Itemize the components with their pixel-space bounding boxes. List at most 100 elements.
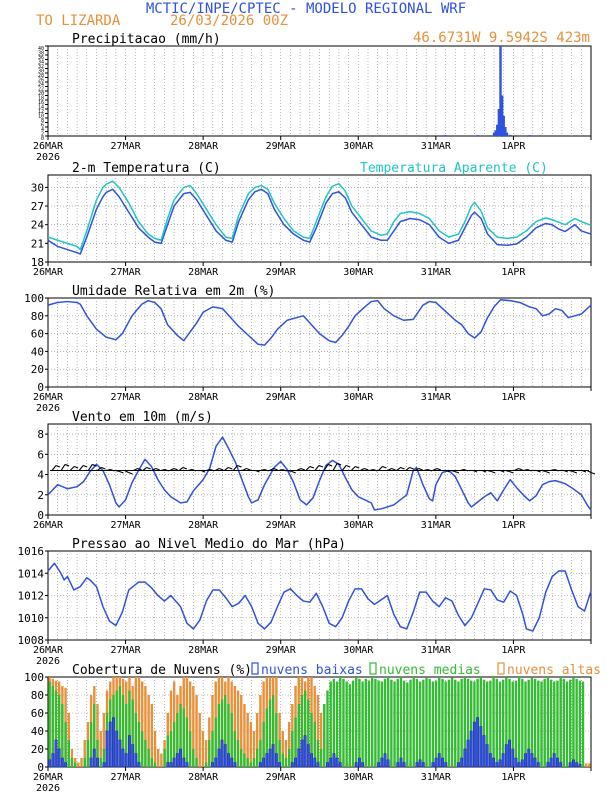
precip-ytick-label: 22 — [38, 87, 44, 93]
precip-ytick-label: 20 — [38, 91, 44, 97]
pressure-ytick-label: 1010 — [18, 612, 45, 625]
wind-barb — [223, 467, 229, 471]
cloud-bar-mid — [556, 680, 559, 767]
cloud-bar-mid — [243, 753, 246, 767]
cloud-bar-low — [556, 757, 559, 768]
cloud-bar-mid — [265, 708, 268, 767]
cloud-bar-mid — [141, 731, 144, 767]
rh-xtick-label: 30MAR — [343, 392, 374, 403]
clouds-ytick-label: 100 — [24, 671, 44, 684]
wind-barb — [232, 465, 238, 471]
wind-barb-flag — [509, 471, 514, 474]
wind-barb-flag — [219, 467, 224, 471]
wind-ytick-label: 4 — [37, 469, 44, 482]
wind-barb-flag — [445, 469, 451, 473]
cloud-bar-mid — [377, 680, 380, 767]
cloud-bar-low — [492, 757, 496, 768]
wind-barb — [242, 467, 247, 472]
cloud-bar-high — [80, 758, 83, 767]
cloud-bar-mid — [227, 704, 230, 767]
cloud-bar-mid — [128, 690, 131, 767]
pressure-ytick-label: 1014 — [18, 567, 45, 580]
precip-xtick-label: 26MAR — [33, 141, 64, 152]
wind-barb — [550, 468, 555, 472]
rh-series-blue — [47, 299, 592, 346]
wind-barb — [78, 465, 84, 471]
cloud-bar-mid — [339, 677, 342, 767]
cloud-bar-mid — [48, 681, 51, 767]
wind-barb — [151, 467, 156, 472]
wind-barb-flag — [101, 466, 106, 470]
pressure-series-blue — [47, 562, 592, 632]
wind-barb-flag — [581, 469, 587, 473]
wind-barb-flag — [209, 468, 215, 472]
cloud-bar-mid — [96, 740, 99, 767]
cloud-bar-low — [332, 753, 336, 768]
rh-ytick-label: 100 — [24, 292, 44, 305]
wind-barb — [305, 466, 311, 471]
temp-ytick-label: 30 — [31, 181, 44, 194]
pressure-xtick-label: 30MAR — [343, 645, 374, 656]
wind-barb — [350, 466, 356, 471]
cloud-bar-high — [281, 731, 284, 767]
cloud-bar-mid — [185, 717, 189, 767]
cloud-bar-low — [182, 757, 186, 768]
cloud-bar-low — [175, 753, 179, 768]
cloud-bar-mid — [450, 677, 454, 767]
cloud-bar-low — [102, 762, 106, 768]
cloud-bar-low — [431, 762, 435, 768]
cloud-bar-low — [383, 753, 387, 768]
wind-barb-flag — [590, 472, 596, 475]
cloud-bar-mid — [256, 749, 259, 767]
clouds-ytick-label: 80 — [31, 689, 44, 702]
cloud-bar-low — [441, 757, 444, 768]
cloud-bar-mid — [262, 722, 265, 767]
cloud-bar-mid — [179, 704, 182, 767]
cloud-bar-mid — [438, 677, 441, 767]
cloud-bar-high — [160, 753, 163, 767]
cloud-bar-low — [121, 748, 125, 768]
precip-ytick-label: 12 — [38, 109, 44, 115]
precip-bar — [496, 124, 499, 136]
cloud-bar-low — [294, 757, 297, 768]
cloud-legend-label: nuvens baixas — [261, 663, 363, 678]
pressure-xtick-label: 28MAR — [188, 645, 219, 656]
wind-barb — [51, 465, 57, 471]
wind-barb — [106, 468, 111, 472]
pressure-xtick-label: 1APR — [501, 645, 526, 656]
cloud-bar-low — [89, 757, 93, 768]
wind-ytick-label: 8 — [37, 428, 44, 441]
cloud-bar-mid — [335, 681, 339, 767]
temp-xtick-label: 26MAR — [33, 267, 64, 278]
cloud-bar-low — [571, 759, 575, 768]
cloud-bar-mid — [463, 677, 467, 767]
rh-xtick-label: 28MAR — [188, 392, 219, 403]
cloud-bar-mid — [166, 735, 169, 767]
wind-barb — [206, 468, 211, 472]
cloud-bar-mid — [297, 704, 300, 767]
cloud-bar-low — [338, 762, 342, 768]
wind-barb-flag — [382, 465, 387, 469]
cloud-bar-mid — [345, 681, 348, 767]
wind-barb — [450, 469, 456, 473]
cloud-bar-mid — [524, 681, 527, 767]
cloud-bar-mid — [150, 758, 154, 767]
cloud-bar-mid — [572, 677, 575, 767]
wind-barb-flag — [155, 467, 160, 471]
cloud-bar-mid — [220, 699, 224, 767]
clouds-ytick-label: 60 — [31, 707, 44, 720]
precip-ytick-label: 6 — [41, 123, 44, 129]
cloud-bar-low — [514, 757, 518, 768]
wind-barb — [387, 467, 392, 472]
cloud-bar-low — [124, 753, 128, 768]
cloud-legend-swatch — [369, 662, 377, 675]
wind-barb — [269, 467, 274, 472]
wind-barb — [115, 469, 120, 473]
wind-barb — [514, 467, 519, 472]
cloud-bar-mid — [485, 681, 489, 767]
wind-barb — [124, 470, 129, 474]
wind-barb — [87, 464, 93, 471]
pressure-xtick-label: 27MAR — [111, 645, 142, 656]
wind-barb — [296, 467, 302, 472]
cloud-bar-mid — [326, 690, 329, 767]
